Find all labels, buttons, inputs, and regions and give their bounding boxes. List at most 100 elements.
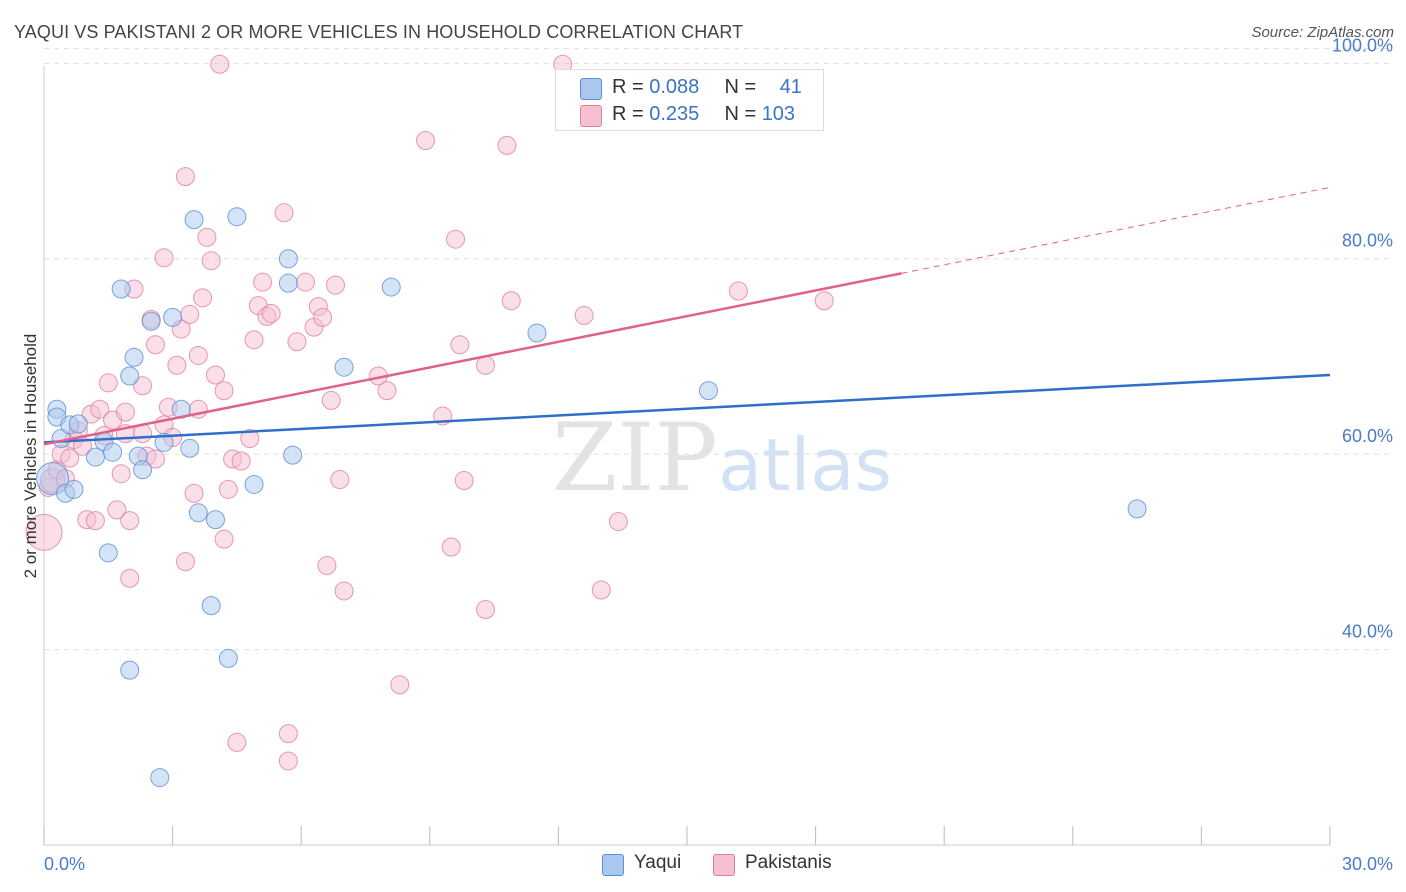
bottom-yaqui-label: Yaqui	[634, 852, 682, 873]
axes	[43, 66, 1331, 846]
bottom-pak-swatch	[713, 854, 735, 876]
data-point	[381, 277, 401, 297]
data-point	[278, 273, 298, 293]
data-point	[145, 335, 165, 355]
x-tick-label-max: 30.0%	[1342, 854, 1393, 874]
data-point	[227, 207, 247, 227]
data-point	[85, 447, 105, 467]
grid-lines	[44, 48, 1392, 651]
watermark-zip: ZIP	[552, 404, 718, 513]
y-tick-label: 100.0%	[1332, 35, 1393, 55]
data-point	[188, 345, 208, 365]
y-tick-label: 40.0%	[1342, 622, 1393, 642]
pak-r-value: 0.235	[649, 103, 700, 125]
data-point	[501, 291, 521, 311]
pakistanis-trend-line	[43, 272, 902, 446]
data-point	[454, 471, 474, 491]
y-tick-label: 80.0%	[1342, 231, 1393, 251]
data-point	[218, 479, 238, 499]
data-point	[201, 251, 221, 271]
data-point	[90, 399, 110, 419]
data-point	[124, 347, 144, 367]
data-point	[60, 448, 80, 468]
data-point	[218, 648, 238, 668]
yaqui-r-label: R =	[612, 76, 650, 98]
data-point	[85, 511, 105, 531]
data-point	[476, 355, 496, 375]
data-point	[188, 503, 208, 523]
data-point	[814, 291, 834, 311]
data-point	[728, 281, 748, 301]
data-point	[240, 429, 260, 449]
data-point	[278, 249, 298, 269]
data-point	[441, 537, 461, 557]
data-point	[253, 272, 273, 292]
data-point	[150, 768, 170, 788]
data-point	[330, 470, 350, 490]
data-point	[278, 751, 298, 771]
data-point	[154, 432, 174, 452]
data-point	[313, 307, 333, 327]
data-point	[317, 556, 337, 576]
data-point	[416, 131, 436, 151]
data-point	[175, 167, 195, 187]
data-point	[115, 402, 135, 422]
data-point	[287, 332, 307, 352]
chart-title: YAQUI VS PAKISTANI 2 OR MORE VEHICLES IN…	[14, 22, 744, 42]
data-point	[210, 54, 230, 74]
data-point	[98, 373, 118, 393]
data-point	[274, 203, 294, 223]
data-point	[68, 414, 88, 434]
data-point	[98, 543, 118, 563]
data-point	[133, 460, 153, 480]
data-point	[180, 304, 200, 324]
y-axis-label: 2 or more Vehicles in Household	[21, 334, 40, 579]
data-point	[167, 355, 187, 375]
data-point	[133, 424, 153, 444]
data-point	[377, 381, 397, 401]
data-point	[163, 307, 183, 327]
data-point	[476, 600, 496, 620]
data-point	[574, 305, 594, 325]
data-point	[25, 513, 63, 551]
trend-lines	[43, 186, 1331, 446]
y-tick-label: 60.0%	[1342, 426, 1393, 446]
bottom-yaqui-swatch	[602, 854, 624, 876]
data-point	[231, 451, 251, 471]
data-point	[527, 323, 547, 343]
data-point	[64, 479, 84, 499]
watermark-atlas: atlas	[718, 423, 892, 507]
correlation-legend: R = 0.088 N = 41 R = 0.235 N = 103	[555, 69, 824, 131]
data-point	[154, 248, 174, 268]
data-point	[103, 442, 123, 462]
data-point	[608, 512, 628, 532]
data-point	[111, 464, 131, 484]
data-point	[133, 376, 153, 396]
data-point	[201, 596, 221, 616]
data-point	[450, 335, 470, 355]
data-point	[205, 510, 225, 530]
data-point	[111, 279, 131, 299]
x-tick-label-min: 0.0%	[44, 854, 85, 874]
data-point	[390, 675, 410, 695]
yaqui-r-value: 0.088	[649, 76, 700, 98]
data-point	[184, 210, 204, 230]
yaqui-swatch	[580, 78, 602, 100]
data-point	[227, 732, 247, 752]
data-point	[591, 580, 611, 600]
data-point	[325, 275, 345, 295]
pakistanis-swatch	[580, 105, 602, 127]
pakistanis-trend-extension	[901, 186, 1331, 274]
data-point	[261, 303, 281, 323]
pak-r-label: R =	[612, 103, 650, 125]
data-point	[698, 381, 718, 401]
data-point	[107, 500, 127, 520]
data-point	[141, 311, 161, 331]
pakistanis-points	[25, 54, 834, 771]
data-point	[278, 724, 298, 744]
legend-text-pakistanis: R = 0.235 N = 103	[612, 103, 795, 126]
data-point	[120, 660, 140, 680]
yaqui-trend-line	[43, 373, 1331, 444]
data-point	[283, 445, 303, 465]
